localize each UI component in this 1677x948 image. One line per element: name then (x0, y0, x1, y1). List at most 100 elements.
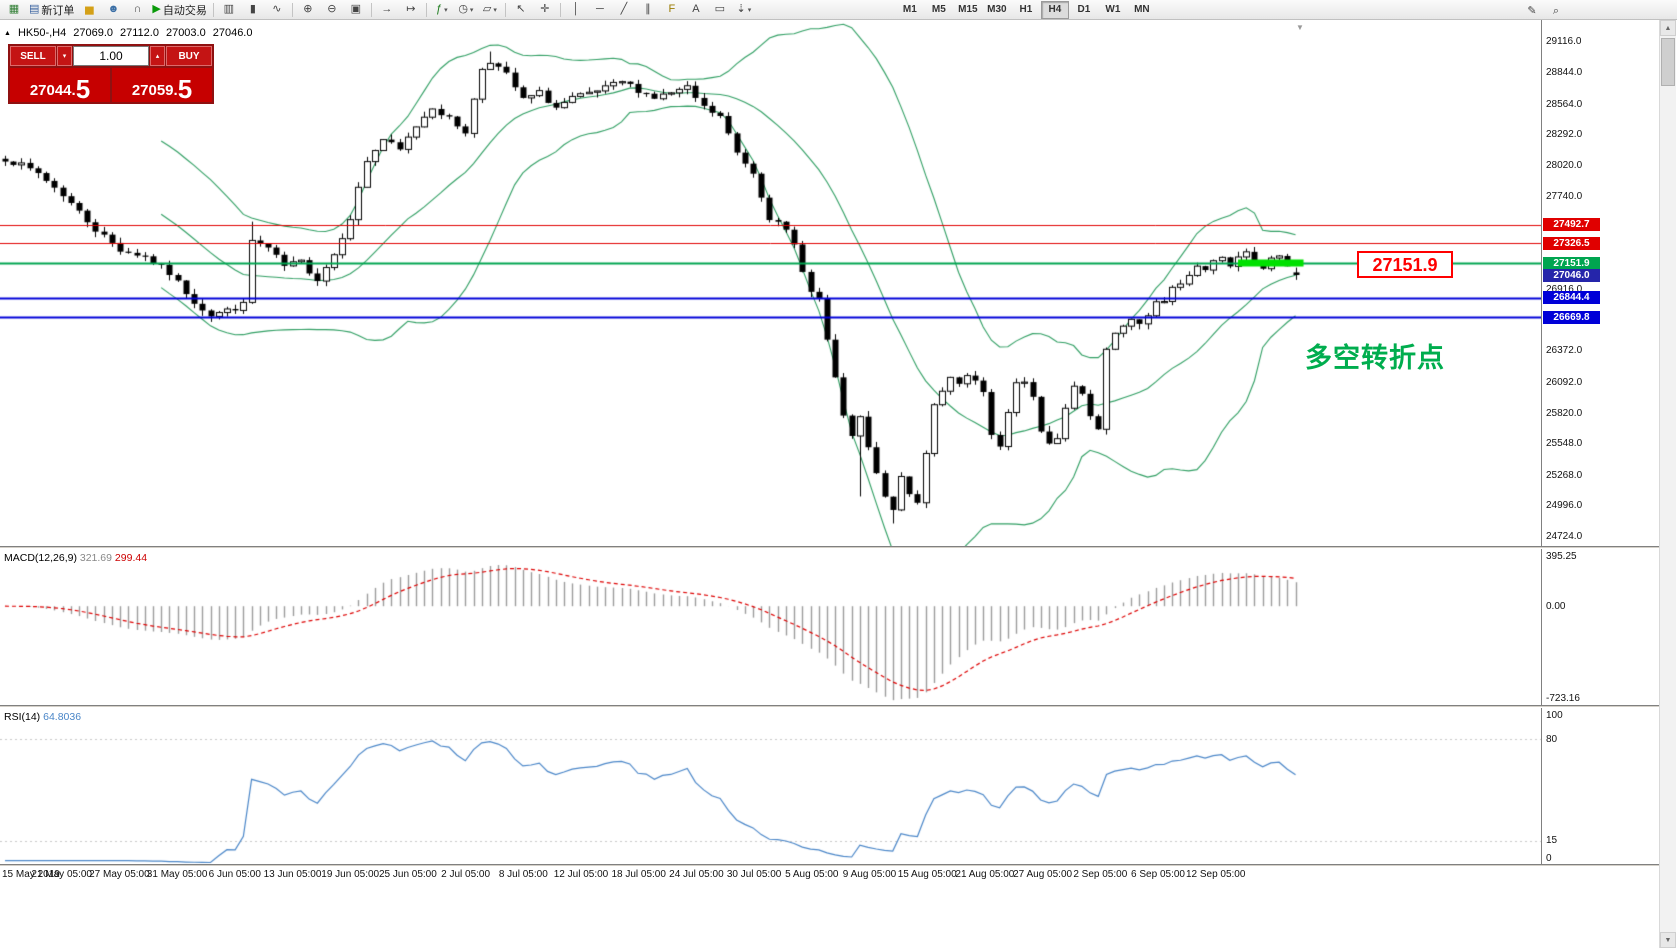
price-line-label[interactable]: 27151.9 (1543, 256, 1600, 270)
sell-price[interactable]: 27044. 5 (10, 68, 110, 102)
chart-shift-icon: ↦ (406, 3, 416, 15)
time-axis-label: 15 Aug 05:00 (897, 869, 957, 880)
time-axis-label: 13 Jun 05:00 (263, 869, 322, 880)
timeframe-m30[interactable]: M30 (987, 3, 1007, 15)
channel-button[interactable]: ∥ (636, 0, 660, 20)
new-chart-button[interactable]: ▦ (2, 0, 26, 20)
timeframe-m15[interactable]: M15 (958, 3, 978, 15)
buy-price-main: 27059. (131, 82, 178, 99)
arrows-button[interactable]: ⇣ ▾ (732, 0, 756, 20)
price-chart-canvas[interactable] (0, 20, 1541, 546)
horizontal-line-button[interactable]: ─ (588, 0, 612, 20)
zoom-in-button[interactable]: ⊕ (296, 0, 320, 20)
rsi-panel-canvas[interactable] (0, 708, 1541, 864)
support-icon: ∩ (133, 3, 142, 15)
price-axis-label: 25268.0 (1546, 469, 1583, 481)
dropdown-caret-icon: ▾ (493, 6, 497, 14)
edit-button[interactable]: ✎ (1520, 1, 1544, 21)
new-order-button[interactable]: ▤ 新订单 (26, 0, 77, 20)
caret-down-icon: ▾ (62, 53, 67, 60)
pencil-icon: ✎ (1527, 4, 1537, 17)
fibonacci-icon: F (668, 3, 676, 15)
text-icon: A (692, 3, 700, 15)
zoom-out-icon: ⊖ (327, 3, 337, 15)
order-type-caret-button[interactable]: ▾ (57, 46, 72, 66)
support-button[interactable]: ∩ (125, 0, 149, 20)
chart-shift-marker-icon[interactable]: ▼ (1296, 23, 1304, 32)
rsi-axis-label: 15 (1546, 835, 1558, 847)
auto-scroll-icon: → (381, 3, 393, 15)
crosshair-button[interactable]: ✛ (533, 0, 557, 20)
line-chart-icon: ∿ (272, 3, 282, 15)
price-macd-separator[interactable] (0, 546, 1659, 549)
timeframe-mn[interactable]: MN (1134, 3, 1150, 15)
price-axis-label: 29116.0 (1546, 36, 1582, 48)
timeframe-m1[interactable]: M1 (902, 3, 917, 15)
time-axis-label: 19 Jun 05:00 (321, 869, 380, 880)
crosshair-icon: ✛ (540, 3, 550, 15)
search-icon: ⌕ (1552, 4, 1560, 17)
rsi-indicator-label: RSI(14) 64.8036 (4, 711, 81, 723)
scroll-up-button[interactable]: ▲ (1660, 20, 1676, 36)
toolbar-right-group: ✎ ⌕ (1520, 1, 1568, 21)
window-scrollbar[interactable]: ▲ ▼ (1659, 20, 1676, 948)
cursor-button[interactable]: ↖ (509, 0, 533, 20)
sell-button[interactable]: SELL (10, 46, 56, 66)
accounts-button[interactable]: ☻ (101, 0, 125, 20)
deposit-button[interactable]: ▅ (77, 0, 101, 20)
label-button[interactable]: ▭ (708, 0, 732, 20)
autotrading-button-label: 自动交易 (162, 4, 207, 17)
price-line-label[interactable]: 27326.5 (1543, 236, 1600, 250)
time-axis-label: 6 Sep 05:00 (1131, 869, 1185, 880)
toolbar-separator (291, 2, 293, 17)
macd-rsi-separator[interactable] (0, 705, 1659, 708)
volume-up-button[interactable]: ▴ (150, 46, 165, 66)
chart-shift-button[interactable]: ↦ (399, 0, 423, 20)
time-axis-label: 12 Sep 05:00 (1185, 869, 1246, 880)
timeframe-w1[interactable]: W1 (1105, 3, 1121, 15)
timeframe-d1[interactable]: D1 (1077, 3, 1091, 15)
add-indicator-icon: ƒ (436, 3, 443, 15)
chart-add-icon: ▦ (8, 3, 20, 15)
fibonacci-button[interactable]: F (660, 0, 684, 20)
timeframe-h4[interactable]: H4 (1040, 0, 1069, 19)
scroll-down-button[interactable]: ▼ (1660, 932, 1676, 948)
zoom-out-button[interactable]: ⊖ (320, 0, 344, 20)
bar-chart-button[interactable]: ▥ (217, 0, 241, 20)
rsi-timeaxis-separator[interactable] (0, 864, 1659, 867)
buy-button[interactable]: BUY (166, 46, 212, 66)
timeframe-h1[interactable]: H1 (1019, 3, 1033, 15)
channel-icon: ∥ (645, 3, 651, 15)
objects-button[interactable]: ◷ ▾ (454, 0, 478, 20)
price-line-label[interactable]: 26669.8 (1543, 310, 1600, 324)
oneclick-collapse-icon[interactable]: ▲ (4, 29, 11, 37)
search-button[interactable]: ⌕ (1544, 1, 1568, 21)
templates-icon: ▱ (482, 3, 492, 15)
line-chart-button[interactable]: ∿ (265, 0, 289, 20)
candlestick-chart-button[interactable]: ▮ (241, 0, 265, 20)
macd-indicator-label: MACD(12,26,9) 321.69 299.44 (4, 552, 147, 564)
price-axis-label: 26092.0 (1546, 376, 1583, 388)
toolbar-separator (212, 2, 214, 17)
auto-scroll-button[interactable]: → (375, 0, 399, 20)
templates-button[interactable]: ▱ ▾ (478, 0, 502, 20)
buy-price[interactable]: 27059. 5 (112, 68, 212, 102)
autotrading-button[interactable]: ▶ 自动交易 (149, 0, 209, 20)
ohlc-open: 27069.0 (73, 27, 113, 39)
price-axis-border (1541, 20, 1542, 864)
trendline-button[interactable]: ╱ (612, 0, 636, 20)
volume-input[interactable] (73, 46, 149, 66)
add-indicator-button[interactable]: ƒ ▾ (430, 0, 454, 20)
new-order-icon: ▤ (29, 3, 40, 15)
macd-panel-canvas[interactable] (0, 549, 1541, 705)
tile-windows-button[interactable]: ▣ (344, 0, 368, 20)
rsi-value: 64.8036 (43, 711, 82, 723)
price-callout-box[interactable]: 27151.9 (1357, 251, 1453, 278)
vertical-line-button[interactable]: │ (564, 0, 588, 20)
price-line-label[interactable]: 27492.7 (1543, 218, 1600, 232)
timeframe-m5[interactable]: M5 (931, 3, 946, 15)
scrollbar-thumb[interactable] (1661, 38, 1675, 86)
text-button[interactable]: A (684, 0, 708, 20)
price-line-label[interactable]: 26844.4 (1543, 291, 1600, 305)
turning-point-note[interactable]: 多空转折点 (1305, 343, 1445, 373)
